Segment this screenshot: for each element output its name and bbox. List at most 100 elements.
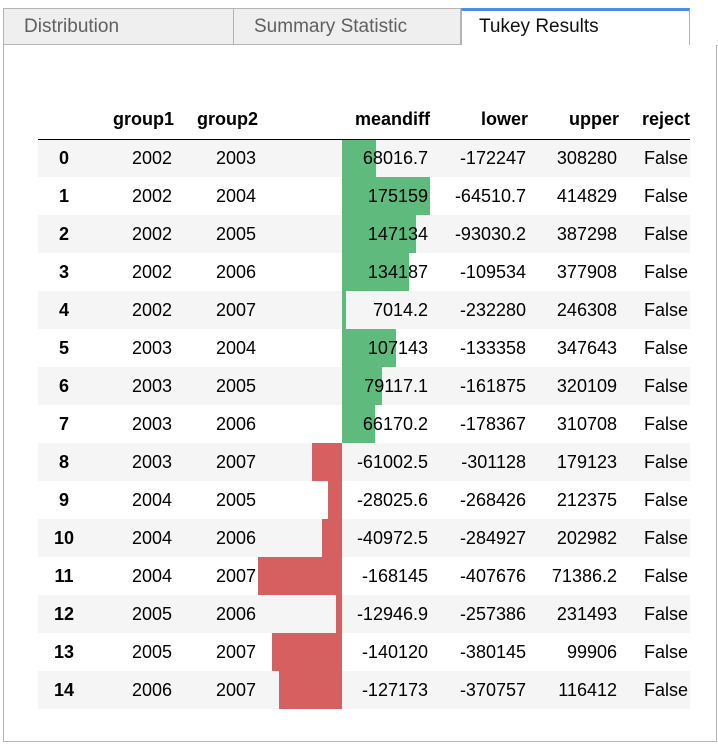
tab-summary-statistic-label: Summary Statistic	[254, 16, 408, 37]
cell-lower: -268426	[459, 489, 526, 510]
table-row: 1 2002 2004 175159 -64510.7 414829 False	[38, 177, 690, 215]
cell-group1: 2002	[131, 147, 172, 168]
meandiff-value: 147134	[367, 223, 428, 244]
cell-meandiff: 107143	[258, 329, 430, 367]
meandiff-value: 66170.2	[362, 413, 428, 434]
tab-tukey-results-label: Tukey Results	[479, 16, 599, 37]
cell-group2: 2006	[215, 603, 256, 624]
row-index: 6	[58, 375, 69, 396]
meandiff-value: -28025.6	[356, 489, 428, 510]
cell-group2: 2007	[215, 451, 256, 472]
cell-meandiff: -127173	[258, 671, 430, 709]
meandiff-bar	[342, 329, 396, 367]
cell-meandiff: -140120	[258, 633, 430, 671]
tukey-results-table: group1 group2 meandiff lower upper rejec…	[38, 101, 690, 709]
cell-meandiff: 66170.2	[258, 405, 430, 443]
table-row: 3 2002 2006 134187 -109534 377908 False	[38, 253, 690, 291]
cell-group2: 2007	[215, 565, 256, 586]
cell-meandiff: -12946.9	[258, 595, 430, 633]
table-row: 14 2006 2007 -127173 -370757 116412 False	[38, 671, 690, 709]
meandiff-bar	[258, 557, 343, 595]
cell-lower: -93030.2	[454, 223, 526, 244]
cell-reject: False	[643, 147, 688, 168]
cell-group1: 2002	[131, 223, 172, 244]
table-row: 11 2004 2007 -168145 -407676 71386.2 False	[38, 557, 690, 595]
meandiff-value: 7014.2	[372, 299, 428, 320]
cell-group1: 2005	[131, 641, 172, 662]
meandiff-bar	[342, 291, 346, 329]
cell-reject: False	[643, 299, 688, 320]
meandiff-bar	[342, 177, 430, 215]
cell-reject: False	[643, 641, 688, 662]
row-index: 13	[53, 641, 75, 662]
tab-distribution[interactable]: Distribution	[3, 8, 234, 45]
table-row: 12 2005 2006 -12946.9 -257386 231493 False	[38, 595, 690, 633]
cell-reject: False	[643, 679, 688, 700]
cell-reject: False	[643, 603, 688, 624]
cell-meandiff: -61002.5	[258, 443, 430, 481]
tab-summary-statistic[interactable]: Summary Statistic	[233, 8, 461, 45]
table-row: 8 2003 2007 -61002.5 -301128 179123 False	[38, 443, 690, 481]
cell-upper: 246308	[556, 299, 617, 320]
cell-group1: 2005	[131, 603, 172, 624]
cell-group1: 2002	[131, 299, 172, 320]
table-body: 0 2002 2003 68016.7 -172247 308280 False 1 2002 2…	[38, 139, 690, 709]
cell-group1: 2003	[131, 337, 172, 358]
header-group2: group2	[174, 101, 258, 140]
cell-group2: 2005	[215, 223, 256, 244]
table-row: 9 2004 2005 -28025.6 -268426 212375 False	[38, 481, 690, 519]
table-row: 13 2005 2007 -140120 -380145 99906 False	[38, 633, 690, 671]
meandiff-value: 68016.7	[362, 147, 428, 168]
cell-upper: 71386.2	[551, 565, 617, 586]
cell-lower: -380145	[459, 641, 526, 662]
row-index: 3	[58, 261, 69, 282]
cell-lower: -64510.7	[454, 185, 526, 206]
meandiff-bar	[328, 481, 343, 519]
table-row: 0 2002 2003 68016.7 -172247 308280 False	[38, 139, 690, 178]
cell-reject: False	[643, 375, 688, 396]
tab-tukey-results[interactable]: Tukey Results	[461, 8, 690, 46]
table-header-row: group1 group2 meandiff lower upper rejec…	[38, 101, 690, 140]
header-index	[38, 101, 90, 140]
cell-reject: False	[643, 565, 688, 586]
cell-group1: 2002	[131, 185, 172, 206]
cell-group1: 2004	[131, 489, 172, 510]
cell-meandiff: 134187	[258, 253, 430, 291]
cell-group1: 2002	[131, 261, 172, 282]
cell-group1: 2003	[131, 451, 172, 472]
cell-group1: 2004	[131, 527, 172, 548]
cell-meandiff: 68016.7	[258, 139, 430, 178]
cell-group1: 2003	[131, 375, 172, 396]
meandiff-bar	[342, 253, 410, 291]
cell-lower: -407676	[459, 565, 526, 586]
header-lower: lower	[430, 101, 528, 140]
cell-group1: 2006	[131, 679, 172, 700]
cell-group2: 2005	[215, 489, 256, 510]
meandiff-bar	[278, 671, 343, 709]
cell-group2: 2006	[215, 413, 256, 434]
meandiff-value: 175159	[367, 185, 428, 206]
cell-meandiff: 7014.2	[258, 291, 430, 329]
cell-reject: False	[643, 413, 688, 434]
meandiff-value: 134187	[367, 261, 428, 282]
cell-lower: -178367	[459, 413, 526, 434]
meandiff-bar	[342, 139, 377, 178]
cell-lower: -257386	[459, 603, 526, 624]
header-meandiff: meandiff	[258, 101, 430, 140]
meandiff-value: -168145	[361, 565, 428, 586]
cell-group2: 2007	[215, 641, 256, 662]
cell-group2: 2005	[215, 375, 256, 396]
cell-reject: False	[643, 185, 688, 206]
cell-reject: False	[643, 261, 688, 282]
row-index: 8	[58, 451, 69, 472]
cell-upper: 347643	[556, 337, 617, 358]
cell-upper: 387298	[556, 223, 617, 244]
cell-lower: -284927	[459, 527, 526, 548]
header-reject: reject	[619, 101, 690, 140]
row-index: 9	[58, 489, 69, 510]
row-index: 14	[53, 679, 75, 700]
meandiff-bar	[342, 405, 376, 443]
table-row: 10 2004 2006 -40972.5 -284927 202982 False	[38, 519, 690, 557]
table-row: 6 2003 2005 79117.1 -161875 320109 False	[38, 367, 690, 405]
meandiff-bar	[311, 443, 343, 481]
